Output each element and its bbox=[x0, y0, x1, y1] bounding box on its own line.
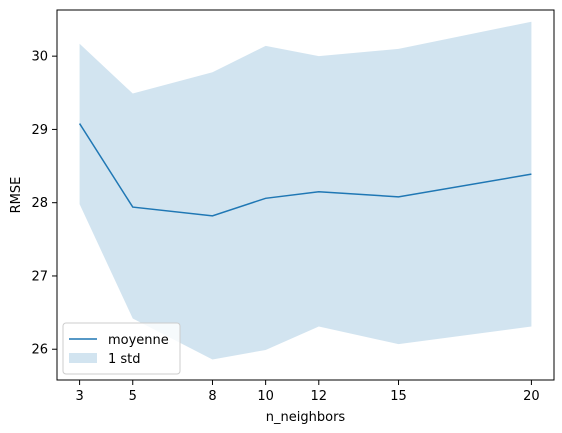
y-tick-label: 29 bbox=[31, 123, 48, 138]
y-axis-label: RMSE bbox=[9, 177, 24, 214]
y-axis: 26 27 28 29 30 bbox=[31, 50, 57, 358]
y-tick-label: 28 bbox=[31, 196, 48, 211]
x-axis-label: n_neighbors bbox=[266, 410, 346, 425]
y-tick-label: 26 bbox=[31, 343, 48, 358]
x-tick-label: 8 bbox=[208, 389, 216, 404]
y-tick-label: 30 bbox=[31, 50, 48, 65]
std-band bbox=[79, 21, 532, 360]
mean-line bbox=[78, 123, 532, 217]
legend-label-moyenne: moyenne bbox=[108, 333, 169, 348]
x-axis: 3 5 8 10 12 15 20 bbox=[75, 380, 540, 404]
legend-box bbox=[62, 322, 181, 375]
plot-frame bbox=[56, 9, 555, 381]
x-tick-label: 3 bbox=[75, 389, 83, 404]
x-tick-label: 5 bbox=[129, 389, 137, 404]
y-tick-label: 27 bbox=[31, 269, 48, 284]
plot-area bbox=[78, 21, 532, 360]
x-tick-label: 12 bbox=[311, 389, 328, 404]
legend-swatch-1-std bbox=[69, 353, 97, 363]
x-tick-label: 20 bbox=[523, 389, 540, 404]
legend: moyenne 1 std bbox=[62, 322, 181, 375]
x-tick-label: 10 bbox=[257, 389, 274, 404]
legend-label-1-std: 1 std bbox=[108, 352, 141, 367]
x-tick-label: 15 bbox=[390, 389, 407, 404]
